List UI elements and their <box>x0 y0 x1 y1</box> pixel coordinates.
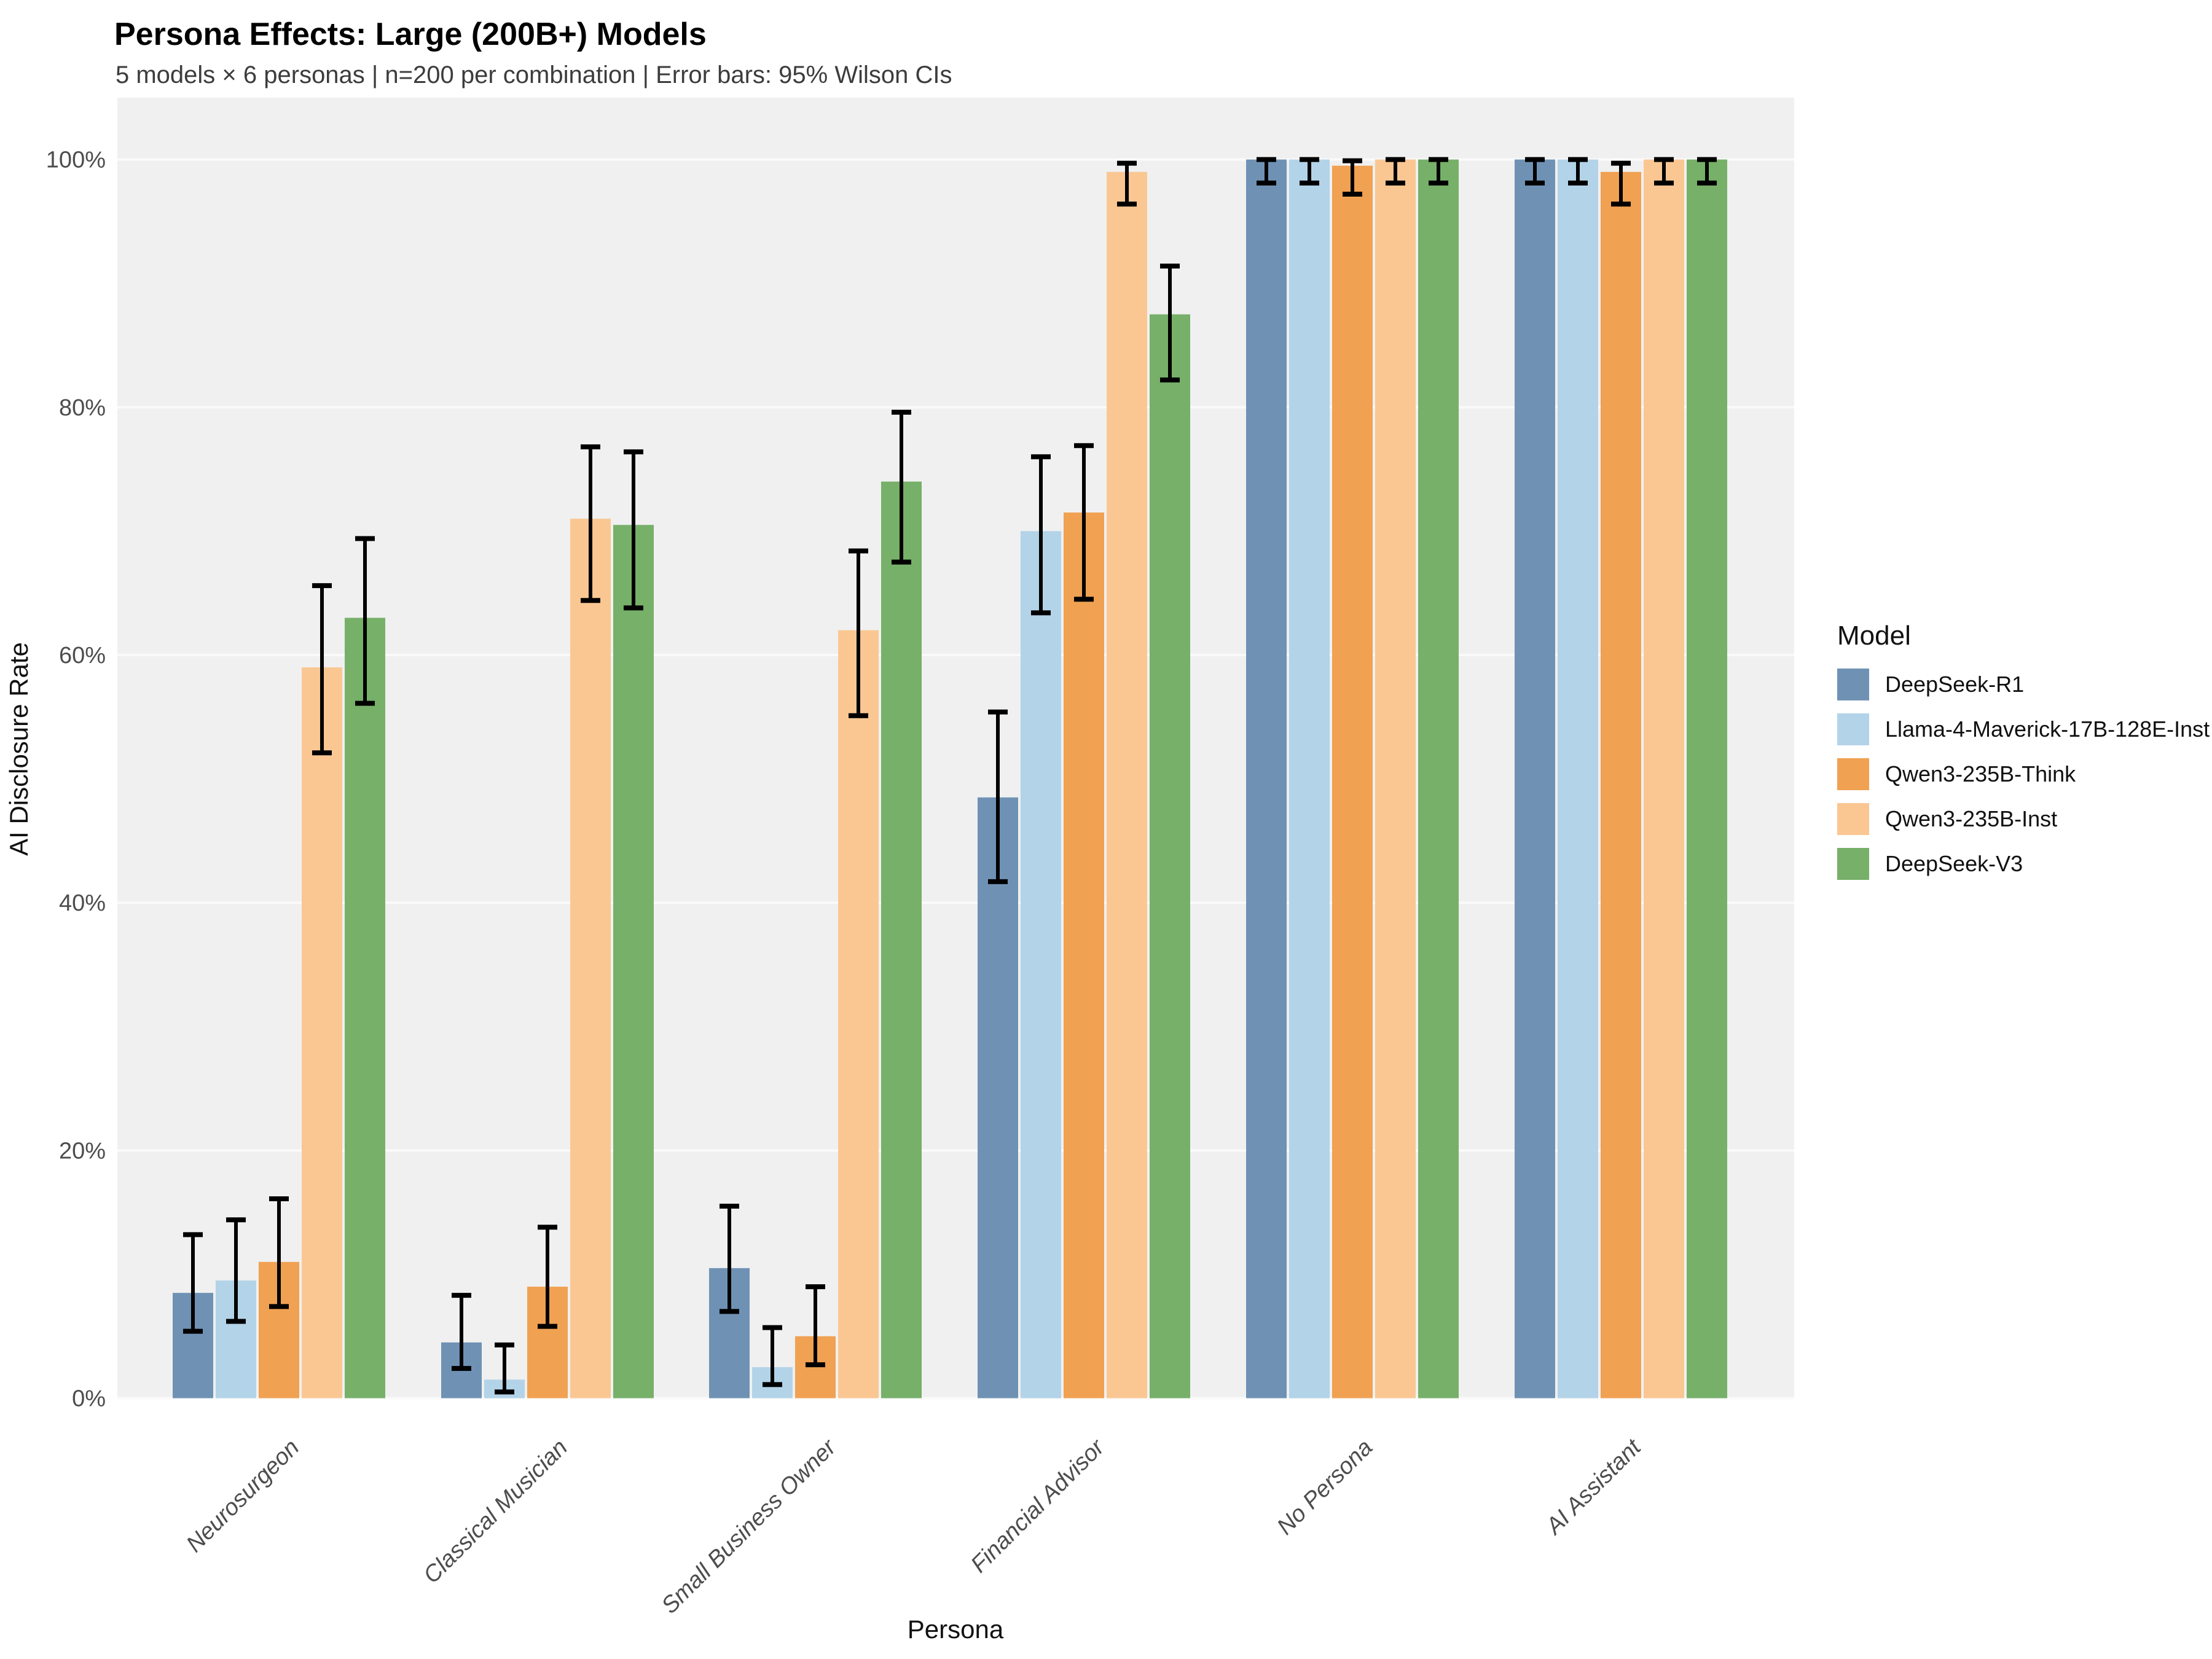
error-bar <box>226 1217 246 1324</box>
error-bar <box>763 1325 782 1387</box>
x-tick-label: Classical Musician <box>418 1435 573 1589</box>
y-tick-label: 80% <box>59 395 106 421</box>
error-bar <box>1343 158 1362 197</box>
legend-item: DeepSeek-R1 <box>1837 669 2206 700</box>
legend-item-label: Qwen3-235B-Inst <box>1885 806 2058 831</box>
error-bar <box>892 409 911 565</box>
x-tick-label: AI Assistant <box>1540 1434 1647 1540</box>
bar <box>838 630 879 1398</box>
bar <box>345 618 385 1398</box>
chart-title: Persona Effects: Large (200B+) Models <box>114 17 707 52</box>
x-tick-label: Small Business Owner <box>657 1434 842 1619</box>
bar <box>1064 512 1104 1398</box>
y-tick-label: 40% <box>59 890 106 916</box>
error-bar <box>1117 160 1137 207</box>
x-axis-title: Persona <box>907 1615 1004 1644</box>
error-bar <box>1074 443 1094 602</box>
legend-swatch <box>1837 803 1869 835</box>
legend-item: Qwen3-235B-Think <box>1837 758 2206 790</box>
error-bar <box>1160 263 1180 383</box>
x-tick-label: No Persona <box>1273 1435 1378 1540</box>
error-bar <box>183 1232 203 1334</box>
error-bar <box>1386 157 1405 186</box>
error-bar <box>495 1342 514 1395</box>
error-bar <box>1429 157 1448 186</box>
legend-item-label: Llama-4-Maverick-17B-128E-Inst <box>1885 716 2210 742</box>
x-tick-label: Neurosurgeon <box>181 1435 304 1558</box>
legend: Model DeepSeek-R1 Llama-4-Maverick-17B-12… <box>1837 621 2210 893</box>
bar <box>570 519 611 1398</box>
bar <box>1021 531 1061 1398</box>
error-bar <box>1697 157 1717 186</box>
error-bar <box>849 548 868 718</box>
bar <box>1246 159 1287 1398</box>
error-bar <box>538 1225 557 1329</box>
error-bar <box>1568 157 1588 186</box>
legend-swatch <box>1837 713 1869 745</box>
legend-swatch <box>1837 848 1869 880</box>
bar <box>1107 171 1147 1398</box>
bar <box>302 667 342 1398</box>
legend-swatch <box>1837 669 1869 700</box>
error-bar <box>269 1196 289 1309</box>
bar <box>1418 159 1459 1398</box>
bar <box>978 797 1018 1398</box>
error-bar <box>1257 157 1276 186</box>
bar <box>1332 165 1373 1398</box>
error-bar <box>806 1284 825 1368</box>
error-bar <box>1611 160 1631 207</box>
legend-item: Qwen3-235B-Inst <box>1837 803 2206 835</box>
error-bar <box>452 1293 471 1371</box>
error-bar <box>1300 157 1319 186</box>
error-bar <box>1031 454 1051 616</box>
bar <box>1644 159 1684 1398</box>
legend-title: Model <box>1837 621 1911 651</box>
error-bar <box>1525 157 1545 186</box>
error-bar <box>624 449 643 611</box>
error-bar <box>1654 157 1674 186</box>
x-tick-label: Financial Advisor <box>966 1434 1110 1578</box>
bar <box>1289 159 1330 1398</box>
error-bar <box>581 444 600 603</box>
y-tick-label: 60% <box>59 643 106 669</box>
legend-item-label: DeepSeek-V3 <box>1885 851 2023 876</box>
legend-item-label: DeepSeek-R1 <box>1885 672 2025 697</box>
y-tick-label: 100% <box>46 147 106 173</box>
error-bar <box>988 709 1008 884</box>
error-bar <box>720 1204 739 1314</box>
legend-item: Llama-4-Maverick-17B-128E-Inst <box>1837 713 2210 745</box>
y-tick-label: 0% <box>72 1386 106 1412</box>
y-axis-title: AI Disclosure Rate <box>4 642 33 856</box>
bar <box>613 525 654 1398</box>
chart-subtitle: 5 models × 6 personas | n=200 per combin… <box>116 61 952 88</box>
legend-item: DeepSeek-V3 <box>1837 848 2206 880</box>
legend-item-label: Qwen3-235B-Think <box>1885 761 2076 786</box>
bar <box>1558 159 1598 1398</box>
error-bar <box>355 536 375 706</box>
bar <box>1515 159 1555 1398</box>
bar <box>1687 159 1727 1398</box>
error-bar <box>312 583 332 756</box>
bar <box>1150 314 1190 1398</box>
legend-items: DeepSeek-R1 Llama-4-Maverick-17B-128E-Ins… <box>1837 669 2210 880</box>
bar <box>881 481 922 1398</box>
legend-swatch <box>1837 758 1869 790</box>
bar <box>1375 159 1416 1398</box>
bar <box>1601 171 1641 1398</box>
y-tick-label: 20% <box>59 1138 106 1164</box>
